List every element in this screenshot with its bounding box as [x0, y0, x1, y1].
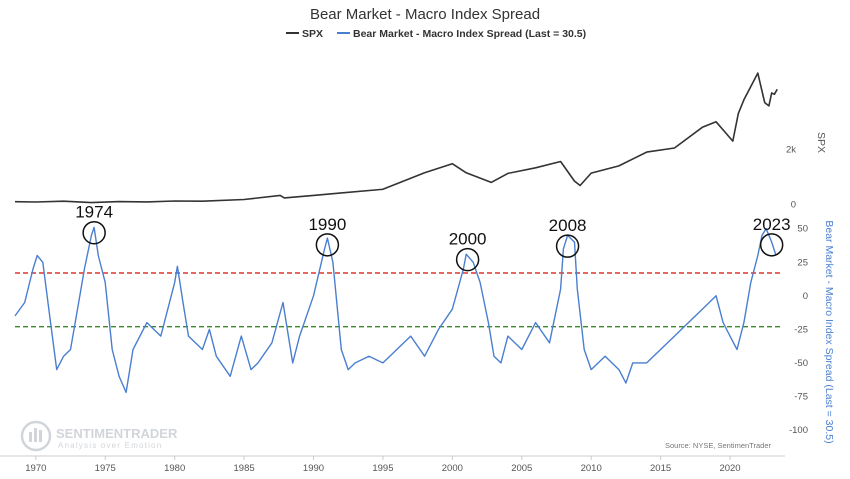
x-tick-label: 1990: [303, 463, 324, 474]
legend-label-spx: SPX: [302, 28, 323, 40]
watermark-brand: SENTIMENTRADER: [56, 426, 178, 441]
spread-axis-title: Bear Market - Macro Index Spread (Last =…: [823, 220, 835, 443]
source-note: Source: NYSE, SentimenTrader: [665, 441, 772, 450]
spx-axis: 0 2k SPX: [786, 132, 827, 210]
chart-title: Bear Market - Macro Index Spread: [310, 6, 540, 23]
x-tick-label: 1995: [372, 463, 393, 474]
spread-tick-label: 50: [797, 224, 808, 235]
spread-tick-label: 25: [797, 257, 808, 268]
spx-tick-label: 2k: [786, 144, 796, 155]
annotation-label: 1990: [308, 215, 346, 234]
spread-tick-label: -25: [794, 324, 808, 335]
spread-tick-label: -100: [789, 425, 808, 436]
series-line-spx: [14, 72, 778, 204]
watermark-bar: [29, 432, 32, 442]
annotation-label: 1974: [75, 203, 113, 222]
watermark-tagline: Analysis over Emotion: [58, 441, 162, 450]
x-tick-label: 1970: [25, 463, 46, 474]
x-tick-label: 2000: [442, 463, 463, 474]
x-tick-label: 2010: [581, 463, 602, 474]
spx-axis-title: SPX: [815, 132, 827, 153]
x-tick-label: 2020: [719, 463, 740, 474]
annotations: 1974 1990 2000 2008 2023: [75, 203, 791, 272]
annotation-label: 2008: [549, 216, 587, 235]
spread-tick-label: -75: [794, 391, 808, 402]
watermark-bar: [39, 430, 42, 442]
x-axis: 1970 1975 1980 1985 1990 1995 2000 2005 2010 2015…: [0, 455, 785, 474]
spread-tick-label: 0: [803, 291, 808, 302]
series-group: [14, 72, 778, 394]
annotation-circle: [759, 233, 784, 257]
annotation-circle: [555, 234, 580, 258]
x-tick-label: 1975: [95, 463, 116, 474]
watermark-bar: [34, 428, 37, 442]
spread-tick-label: -50: [794, 358, 808, 369]
annotation-label: 2000: [449, 230, 487, 249]
legend-label-spread: Bear Market - Macro Index Spread (Last =…: [353, 28, 586, 40]
spread-axis: -100 -75 -50 -25 0 25 50 Bear Market - Macro In…: [789, 220, 835, 443]
annotation-circle: [82, 220, 106, 245]
legend: SPX Bear Market - Macro Index Spread (La…: [286, 28, 586, 40]
annotation-circle: [455, 247, 480, 272]
spx-tick-label: 0: [791, 199, 796, 210]
annotation-label: 2023: [753, 215, 791, 234]
reference-lines: [15, 272, 780, 328]
x-tick-label: 2005: [511, 463, 532, 474]
x-tick-label: 2015: [650, 463, 671, 474]
watermark-logo-icon: [20, 420, 52, 452]
x-tick-label: 1985: [234, 463, 255, 474]
x-tick-label: 1980: [164, 463, 185, 474]
annotation-circle: [315, 233, 340, 257]
series-line-spread: [14, 226, 777, 394]
watermark: SENTIMENTRADER Analysis over Emotion: [20, 420, 178, 452]
